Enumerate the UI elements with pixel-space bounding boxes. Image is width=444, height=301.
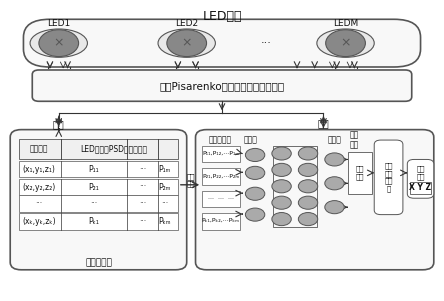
FancyBboxPatch shape: [32, 70, 412, 101]
FancyBboxPatch shape: [410, 182, 431, 194]
Circle shape: [272, 163, 291, 176]
Text: P₁₁: P₁₁: [89, 165, 99, 174]
Text: ×: ×: [182, 37, 192, 50]
Text: 测试: 测试: [317, 118, 329, 128]
Text: LEDM: LEDM: [333, 19, 358, 28]
Circle shape: [246, 148, 265, 162]
Text: ···: ···: [261, 38, 272, 48]
FancyBboxPatch shape: [19, 195, 178, 212]
FancyBboxPatch shape: [19, 213, 178, 230]
FancyBboxPatch shape: [202, 146, 240, 163]
Text: ···  ···  ···: ··· ··· ···: [208, 196, 234, 201]
Circle shape: [298, 163, 318, 176]
Circle shape: [272, 180, 291, 193]
Circle shape: [272, 196, 291, 209]
Text: 输入数据集: 输入数据集: [208, 135, 231, 144]
Text: LED光源: LED光源: [202, 10, 242, 23]
Circle shape: [298, 213, 318, 226]
Text: 输入层: 输入层: [244, 135, 258, 144]
Circle shape: [39, 30, 79, 57]
FancyBboxPatch shape: [407, 160, 434, 198]
Text: 预测
坐标: 预测 坐标: [416, 166, 425, 180]
Circle shape: [326, 30, 365, 57]
Text: ···: ···: [139, 217, 146, 226]
FancyBboxPatch shape: [19, 138, 178, 160]
Text: P₂ₘ: P₂ₘ: [159, 182, 171, 191]
Text: ···: ···: [161, 199, 168, 208]
Text: 训练: 训练: [53, 119, 65, 129]
FancyBboxPatch shape: [202, 168, 240, 185]
Circle shape: [272, 213, 291, 226]
Text: (x₂,y₂,z₂): (x₂,y₂,z₂): [22, 182, 56, 191]
Circle shape: [325, 177, 344, 190]
Circle shape: [298, 196, 318, 209]
Circle shape: [325, 153, 344, 166]
FancyBboxPatch shape: [24, 19, 420, 67]
Text: 定位
误差
约束
束: 定位 误差 约束 束: [385, 163, 393, 192]
Circle shape: [272, 147, 291, 160]
Text: 输出层: 输出层: [328, 135, 341, 144]
FancyBboxPatch shape: [374, 140, 403, 215]
Text: 训练集数据: 训练集数据: [85, 258, 112, 267]
FancyBboxPatch shape: [10, 130, 187, 270]
Text: P₁ₘ: P₁ₘ: [159, 165, 171, 174]
Text: 位置坐标: 位置坐标: [30, 144, 48, 154]
Text: 训练
模型: 训练 模型: [187, 173, 195, 188]
Text: P₂₁,P₂₂,···P₂ₘ: P₂₁,P₂₂,···P₂ₘ: [202, 173, 239, 178]
Text: P₂₁: P₂₁: [89, 182, 99, 191]
Circle shape: [246, 166, 265, 179]
Ellipse shape: [30, 29, 87, 57]
Text: (xₖ,yₖ,zₖ): (xₖ,yₖ,zₖ): [22, 217, 56, 226]
Text: ×: ×: [340, 37, 351, 50]
FancyBboxPatch shape: [19, 179, 178, 195]
FancyBboxPatch shape: [348, 152, 372, 194]
FancyBboxPatch shape: [19, 161, 178, 177]
FancyBboxPatch shape: [195, 130, 434, 270]
Text: 组合
约束: 组合 约束: [350, 130, 359, 150]
Text: LED2: LED2: [175, 19, 198, 28]
Text: ×: ×: [53, 37, 64, 50]
Text: P₁₁,P₁₂,···P₁ₘ: P₁₁,P₁₂,···P₁ₘ: [202, 151, 239, 156]
Circle shape: [298, 180, 318, 193]
Text: X Y Z: X Y Z: [409, 183, 432, 192]
Text: ···: ···: [139, 182, 146, 191]
FancyBboxPatch shape: [202, 213, 240, 230]
Circle shape: [167, 30, 206, 57]
Ellipse shape: [158, 29, 215, 57]
Text: 基于Pisarenko数据分离及数据库建立: 基于Pisarenko数据分离及数据库建立: [159, 81, 285, 91]
Circle shape: [298, 147, 318, 160]
Circle shape: [325, 200, 344, 214]
Circle shape: [246, 208, 265, 221]
Text: Pₖ₁,Pₖ₂,···Pₖₘ: Pₖ₁,Pₖ₂,···Pₖₘ: [202, 218, 240, 223]
Circle shape: [246, 187, 265, 200]
Text: (x₁,y₁,z₁): (x₁,y₁,z₁): [23, 165, 56, 174]
Text: 组合
约束: 组合 约束: [356, 166, 364, 180]
Text: Pₖ₁: Pₖ₁: [89, 217, 99, 226]
Ellipse shape: [317, 29, 374, 57]
FancyBboxPatch shape: [202, 191, 240, 207]
Text: ···: ···: [139, 165, 146, 174]
Text: Pₖₘ: Pₖₘ: [159, 217, 171, 226]
Text: LED各光源PSD功率估计值: LED各光源PSD功率估计值: [80, 144, 147, 154]
Text: ···: ···: [36, 199, 43, 208]
Text: LED1: LED1: [47, 19, 70, 28]
Text: ···: ···: [91, 199, 98, 208]
Text: ···: ···: [139, 199, 146, 208]
